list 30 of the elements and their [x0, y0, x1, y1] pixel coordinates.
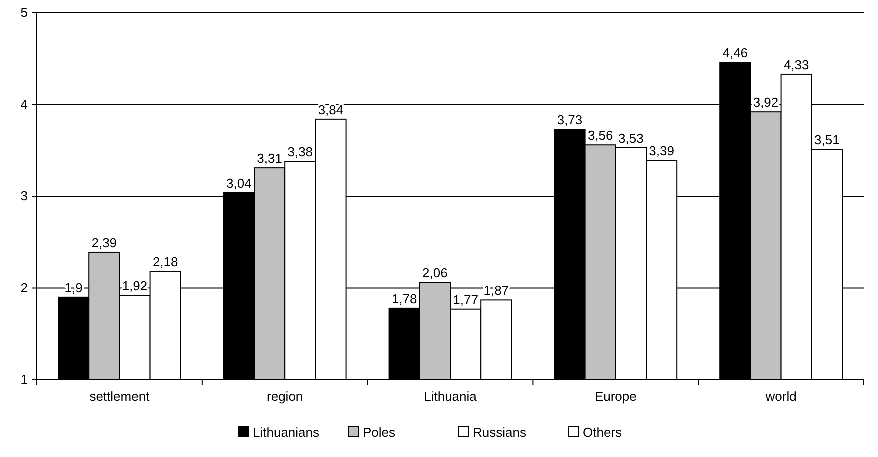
data-label: 1,78	[392, 291, 418, 306]
data-label: 4,33	[784, 57, 810, 72]
data-label: 2,39	[92, 235, 118, 250]
data-label: 3,38	[288, 144, 314, 160]
x-tick-label: Lithuania	[424, 389, 478, 404]
y-tick-label: 1	[20, 372, 28, 387]
data-label: 3,73	[557, 112, 583, 128]
data-label: 2,18	[152, 254, 178, 270]
legend-label: Poles	[363, 425, 396, 440]
data-label: 4,46	[722, 46, 748, 61]
legend-label: Russians	[473, 425, 527, 440]
data-label: 3,39	[649, 144, 674, 159]
y-tick-label: 2	[20, 280, 28, 296]
data-label: 1,77	[453, 292, 478, 308]
x-tick-label: region	[267, 389, 304, 404]
x-tick-label: Europe	[594, 389, 637, 404]
data-label: 3,84	[318, 102, 344, 118]
data-label: 2,06	[422, 266, 448, 281]
y-tick-label: 4	[20, 96, 28, 112]
y-tick-label: 5	[20, 5, 28, 20]
legend-label: Lithuanians	[253, 425, 320, 440]
y-tick-label: 3	[20, 188, 28, 204]
x-tick-label: settlement	[90, 389, 150, 404]
data-label: 3,51	[814, 132, 840, 148]
x-tick-label: world	[764, 389, 797, 404]
data-label: 3,31	[257, 151, 282, 166]
legend-label: Others	[583, 425, 623, 440]
data-label: 3,53	[618, 130, 644, 146]
data-label: 3,56	[588, 128, 614, 144]
data-label: 3,04	[226, 176, 252, 191]
